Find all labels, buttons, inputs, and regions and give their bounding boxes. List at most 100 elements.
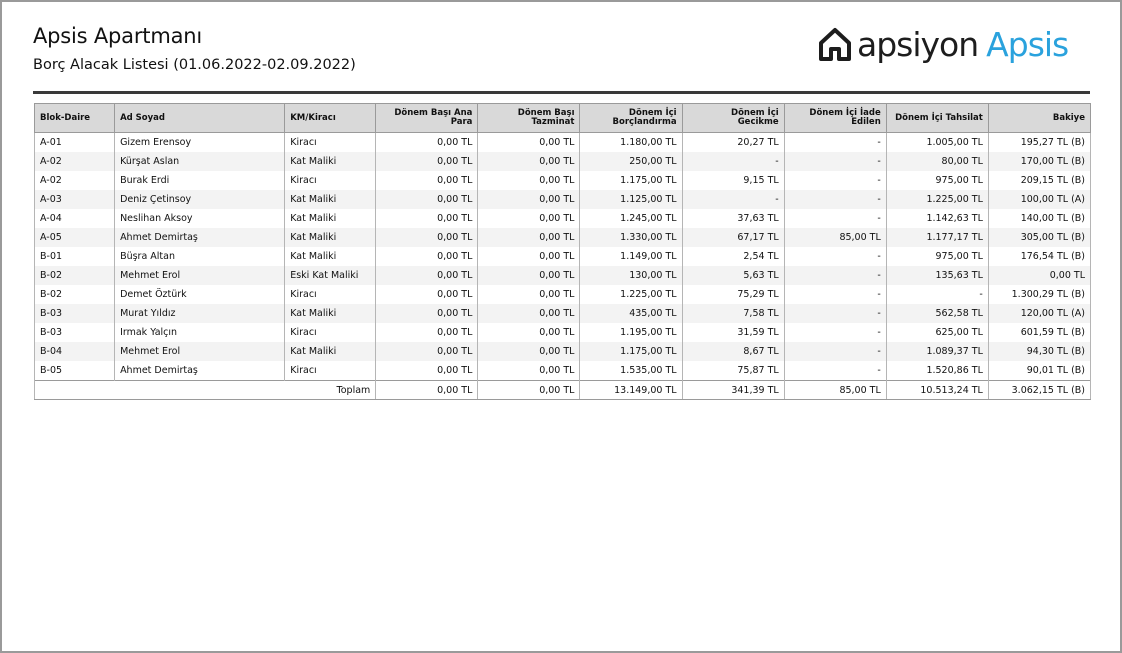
col-blok-daire-cell: A-01	[33, 132, 116, 152]
col-donem-ici-iade-edilen-cell: -	[783, 304, 887, 323]
col-donem-basi-ana-para-header: Dönem Başı Ana Para	[375, 103, 479, 133]
col-donem-ici-iade-edilen-cell: -	[783, 323, 887, 342]
col-ad-soyad-cell: Mehmet Erol	[114, 266, 286, 285]
col-donem-ici-gecikme-cell: 31,59 TL	[681, 323, 785, 342]
col-donem-basi-tazminat-cell: 0,00 TL	[477, 304, 581, 323]
col-donem-basi-tazminat-header: Dönem Başı Tazminat	[477, 103, 581, 133]
col-km-kiraci-cell: Kat Maliki	[284, 209, 377, 228]
col-donem-basi-tazminat-cell: 0,00 TL	[477, 361, 581, 381]
col-donem-basi-ana-para-cell: 0,00 TL	[375, 132, 479, 152]
col-ad-soyad-cell: Mehmet Erol	[114, 342, 286, 361]
col-donem-ici-tahsilat-header: Dönem İçi Tahsilat	[885, 103, 989, 133]
table-row: A-02 Burak Erdi Kiracı 0,00 TL 0,00 TL 1.175,…	[33, 171, 1092, 190]
total-row: Toplam 0,00 TL 0,00 TL 13.149,00 TL 341,39 T…	[33, 380, 1092, 400]
col-ad-soyad-cell: Irmak Yalçın	[114, 323, 286, 342]
col-bakiye-cell: 94,30 TL (B)	[987, 342, 1092, 361]
col-km-kiraci-cell: Kat Maliki	[284, 304, 377, 323]
col-donem-ici-iade-edilen-cell: 85,00 TL	[783, 228, 887, 247]
col-donem-ici-gecikme-cell: 75,29 TL	[681, 285, 785, 304]
col-donem-ici-borclandirma-cell: 1.180,00 TL	[579, 132, 683, 152]
col-donem-ici-tahsilat-cell: 625,00 TL	[885, 323, 989, 342]
table-row: B-02 Mehmet Erol Eski Kat Maliki 0,00 TL 0,0…	[33, 266, 1092, 285]
col-blok-daire-cell: A-03	[33, 190, 116, 209]
col-donem-ici-gecikme-total: 341,39 TL	[681, 380, 785, 400]
col-donem-ici-borclandirma-total: 13.149,00 TL	[579, 380, 683, 400]
col-donem-ici-iade-edilen-cell: -	[783, 361, 887, 381]
col-donem-basi-ana-para-cell: 0,00 TL	[375, 152, 479, 171]
col-donem-ici-borclandirma-cell: 130,00 TL	[579, 266, 683, 285]
col-donem-ici-borclandirma-cell: 435,00 TL	[579, 304, 683, 323]
col-donem-ici-iade-edilen-cell: -	[783, 247, 887, 266]
col-bakiye-cell: 140,00 TL (B)	[987, 209, 1092, 228]
col-donem-basi-ana-para-cell: 0,00 TL	[375, 323, 479, 342]
table-row: A-03 Deniz Çetinsoy Kat Maliki 0,00 TL 0,00 …	[33, 190, 1092, 209]
col-donem-basi-tazminat-cell: 0,00 TL	[477, 190, 581, 209]
col-km-kiraci-cell: Kiracı	[284, 361, 377, 381]
col-ad-soyad-cell: Demet Öztürk	[114, 285, 286, 304]
col-bakiye-cell: 90,01 TL (B)	[987, 361, 1092, 381]
col-donem-basi-ana-para-cell: 0,00 TL	[375, 304, 479, 323]
col-km-kiraci-cell: Kat Maliki	[284, 342, 377, 361]
col-ad-soyad-cell: Deniz Çetinsoy	[114, 190, 286, 209]
col-bakiye-cell: 1.300,29 TL (B)	[987, 285, 1092, 304]
col-ad-soyad-cell: Murat Yıldız	[114, 304, 286, 323]
col-donem-ici-gecikme-cell: 8,67 TL	[681, 342, 785, 361]
col-blok-daire-cell: B-03	[33, 323, 116, 342]
col-bakiye-cell: 120,00 TL (A)	[987, 304, 1092, 323]
col-donem-ici-tahsilat-cell: 1.089,37 TL	[885, 342, 989, 361]
col-km-kiraci-cell: Eski Kat Maliki	[284, 266, 377, 285]
col-ad-soyad-cell: Ahmet Demirtaş	[114, 361, 286, 381]
col-donem-ici-iade-edilen-cell: -	[783, 285, 887, 304]
col-donem-ici-gecikme-cell: 75,87 TL	[681, 361, 785, 381]
col-donem-ici-iade-edilen-cell: -	[783, 171, 887, 190]
col-donem-ici-tahsilat-cell: 975,00 TL	[885, 247, 989, 266]
header-divider	[33, 91, 1090, 94]
col-donem-ici-iade-edilen-cell: -	[783, 209, 887, 228]
col-bakiye-cell: 601,59 TL (B)	[987, 323, 1092, 342]
col-blok-daire-cell: B-02	[33, 266, 116, 285]
col-donem-ici-borclandirma-cell: 1.195,00 TL	[579, 323, 683, 342]
col-donem-ici-tahsilat-cell: -	[885, 285, 989, 304]
apsiyon-logo: apsiyon Apsis	[817, 22, 1069, 66]
table-row: A-01 Gizem Erensoy Kiracı 0,00 TL 0,00 TL 1.1…	[33, 132, 1092, 152]
col-donem-ici-tahsilat-total: 10.513,24 TL	[885, 380, 989, 400]
col-bakiye-cell: 0,00 TL	[987, 266, 1092, 285]
col-bakiye-cell: 209,15 TL (B)	[987, 171, 1092, 190]
logo-word-apsiyon: apsiyon	[857, 24, 979, 64]
col-bakiye-cell: 195,27 TL (B)	[987, 132, 1092, 152]
col-donem-ici-iade-edilen-cell: -	[783, 152, 887, 171]
table-row: A-02 Kürşat Aslan Kat Maliki 0,00 TL 0,00 TL…	[33, 152, 1092, 171]
col-donem-basi-tazminat-cell: 0,00 TL	[477, 266, 581, 285]
col-donem-basi-ana-para-cell: 0,00 TL	[375, 171, 479, 190]
col-km-kiraci-cell: Kiracı	[284, 285, 377, 304]
col-km-kiraci-cell: Kat Maliki	[284, 228, 377, 247]
col-donem-ici-tahsilat-cell: 562,58 TL	[885, 304, 989, 323]
table-row: B-01 Büşra Altan Kat Maliki 0,00 TL 0,00 TL 1…	[33, 247, 1092, 266]
col-km-kiraci-cell: Kat Maliki	[284, 247, 377, 266]
col-donem-ici-iade-edilen-header: Dönem İçi İade Edilen	[783, 103, 887, 133]
table-row: B-03 Murat Yıldız Kat Maliki 0,00 TL 0,00 TL…	[33, 304, 1092, 323]
col-donem-ici-iade-edilen-cell: -	[783, 190, 887, 209]
col-donem-ici-gecikme-cell: 2,54 TL	[681, 247, 785, 266]
col-donem-basi-tazminat-cell: 0,00 TL	[477, 247, 581, 266]
col-blok-daire-header: Blok-Daire	[33, 103, 116, 133]
col-donem-basi-tazminat-cell: 0,00 TL	[477, 209, 581, 228]
table-row: B-02 Demet Öztürk Kiracı 0,00 TL 0,00 TL 1.22…	[33, 285, 1092, 304]
col-donem-ici-iade-edilen-total: 85,00 TL	[783, 380, 887, 400]
col-ad-soyad-cell: Gizem Erensoy	[114, 132, 286, 152]
col-ad-soyad-cell: Burak Erdi	[114, 171, 286, 190]
col-donem-ici-tahsilat-cell: 80,00 TL	[885, 152, 989, 171]
col-blok-daire-cell: A-02	[33, 171, 116, 190]
col-donem-basi-ana-para-cell: 0,00 TL	[375, 266, 479, 285]
house-icon	[819, 28, 851, 61]
col-donem-ici-tahsilat-cell: 975,00 TL	[885, 171, 989, 190]
col-donem-ici-borclandirma-header: Dönem İçi Borçlandırma	[579, 103, 683, 133]
col-blok-daire-cell: B-03	[33, 304, 116, 323]
col-donem-basi-tazminat-cell: 0,00 TL	[477, 132, 581, 152]
col-ad-soyad-header: Ad Soyad	[114, 103, 286, 133]
col-donem-ici-tahsilat-cell: 1.520,86 TL	[885, 361, 989, 381]
col-donem-ici-borclandirma-cell: 1.175,00 TL	[579, 171, 683, 190]
col-donem-ici-gecikme-cell: 67,17 TL	[681, 228, 785, 247]
col-blok-daire-cell: B-04	[33, 342, 116, 361]
col-km-kiraci-cell: Kiracı	[284, 132, 377, 152]
